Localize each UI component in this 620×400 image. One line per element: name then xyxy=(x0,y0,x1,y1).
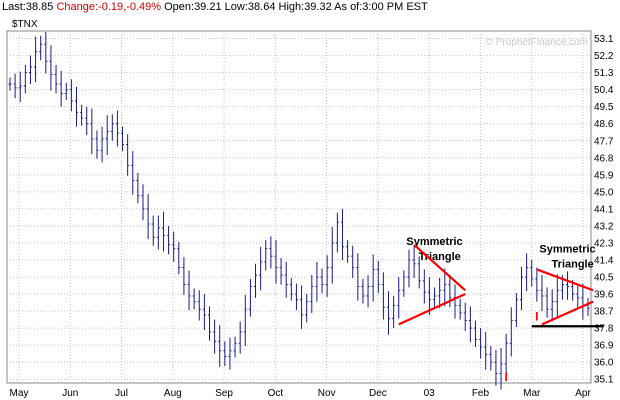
y-tick-label: 39.6 xyxy=(594,290,614,301)
pattern-label: Symmetric xyxy=(539,243,595,255)
triangle-trendline xyxy=(398,293,466,326)
plot-frame xyxy=(6,30,592,384)
y-tick-label: 45.9 xyxy=(594,170,614,181)
y-tick-label: 35.1 xyxy=(594,375,614,386)
annotations: Symmetric Triangle Symmetric Triangle I I xyxy=(398,236,604,384)
x-tick-label: Aug xyxy=(164,388,182,399)
x-tick-label: 03 xyxy=(424,388,436,399)
x-tick-label: Mar xyxy=(523,388,541,399)
y-tick-label: 41.4 xyxy=(594,255,614,266)
y-tick-label: 51.3 xyxy=(594,68,614,79)
y-tick-label: 36.9 xyxy=(594,341,614,352)
y-tick-label: 37.8 xyxy=(594,324,614,335)
y-tick-label: 40.5 xyxy=(594,273,614,284)
asof-value: 3:00 PM EST xyxy=(362,1,428,13)
y-tick-label: 36.0 xyxy=(594,358,614,369)
y-tick-label: 45.0 xyxy=(594,187,614,198)
x-tick-label: Oct xyxy=(268,388,284,399)
y-tick-label: 50.4 xyxy=(594,85,614,96)
x-axis-ticks: May Jun Jul Aug Sep Oct Nov Dec 03 Feb Mar Apr xyxy=(10,388,592,399)
open-value: 39.21 xyxy=(194,1,222,13)
pivot-marker: I xyxy=(535,310,538,324)
pattern-label: Symmetric xyxy=(406,236,462,248)
y-tick-label: 47.7 xyxy=(594,136,614,147)
x-tick-label: Sep xyxy=(215,388,233,399)
y-tick-label: 42.3 xyxy=(594,238,614,249)
quote-header: Last:38.85 Change:-0.19,-0.49% Open:39.2… xyxy=(2,1,428,13)
last-value: 38.85 xyxy=(25,1,54,13)
x-tick-label: Dec xyxy=(369,388,387,399)
triangle-trendline xyxy=(413,244,466,292)
triangle-trendline xyxy=(536,268,594,292)
x-tick-label: May xyxy=(10,388,29,399)
watermark: © ProphetFinance.com xyxy=(486,37,588,48)
x-tick-label: Jul xyxy=(115,388,128,399)
y-tick-label: 52.2 xyxy=(594,51,614,62)
pattern-label: Triangle xyxy=(552,259,594,271)
x-tick-label: Apr xyxy=(575,388,591,399)
pivot-marker: I xyxy=(504,370,507,384)
y-tick-label: 53.1 xyxy=(594,34,614,45)
y-tick-label: 49.5 xyxy=(594,102,614,113)
x-tick-label: Feb xyxy=(472,388,490,399)
x-tick-label: Nov xyxy=(318,388,336,399)
pattern-label: Triangle xyxy=(419,251,461,263)
high-label: High: xyxy=(278,1,305,13)
low-label: Low: xyxy=(224,1,248,13)
y-tick-label: 44.1 xyxy=(594,204,614,215)
open-label: Open: xyxy=(164,1,195,13)
symbol-label: $TNX xyxy=(12,19,38,30)
last-label: Last: xyxy=(2,1,26,13)
change-value: -0.19,-0.49% xyxy=(98,1,162,13)
gridlines xyxy=(7,31,591,383)
y-tick-label: 43.2 xyxy=(594,221,614,232)
y-tick-label: 48.6 xyxy=(594,119,614,130)
y-tick-label: 46.8 xyxy=(594,153,614,164)
low-value: 38.64 xyxy=(247,1,276,13)
y-tick-label: 38.7 xyxy=(594,307,614,318)
triangle-trendline xyxy=(541,300,594,326)
change-label: Change: xyxy=(56,1,99,13)
asof-label: As of: xyxy=(334,1,363,13)
high-value: 39.32 xyxy=(304,1,332,13)
x-tick-label: Jun xyxy=(62,388,78,399)
y-axis-ticks: 53.1 52.2 51.3 50.4 49.5 48.6 47.7 46.8 45.9 45.0… xyxy=(594,34,614,386)
price-bars xyxy=(8,31,590,390)
